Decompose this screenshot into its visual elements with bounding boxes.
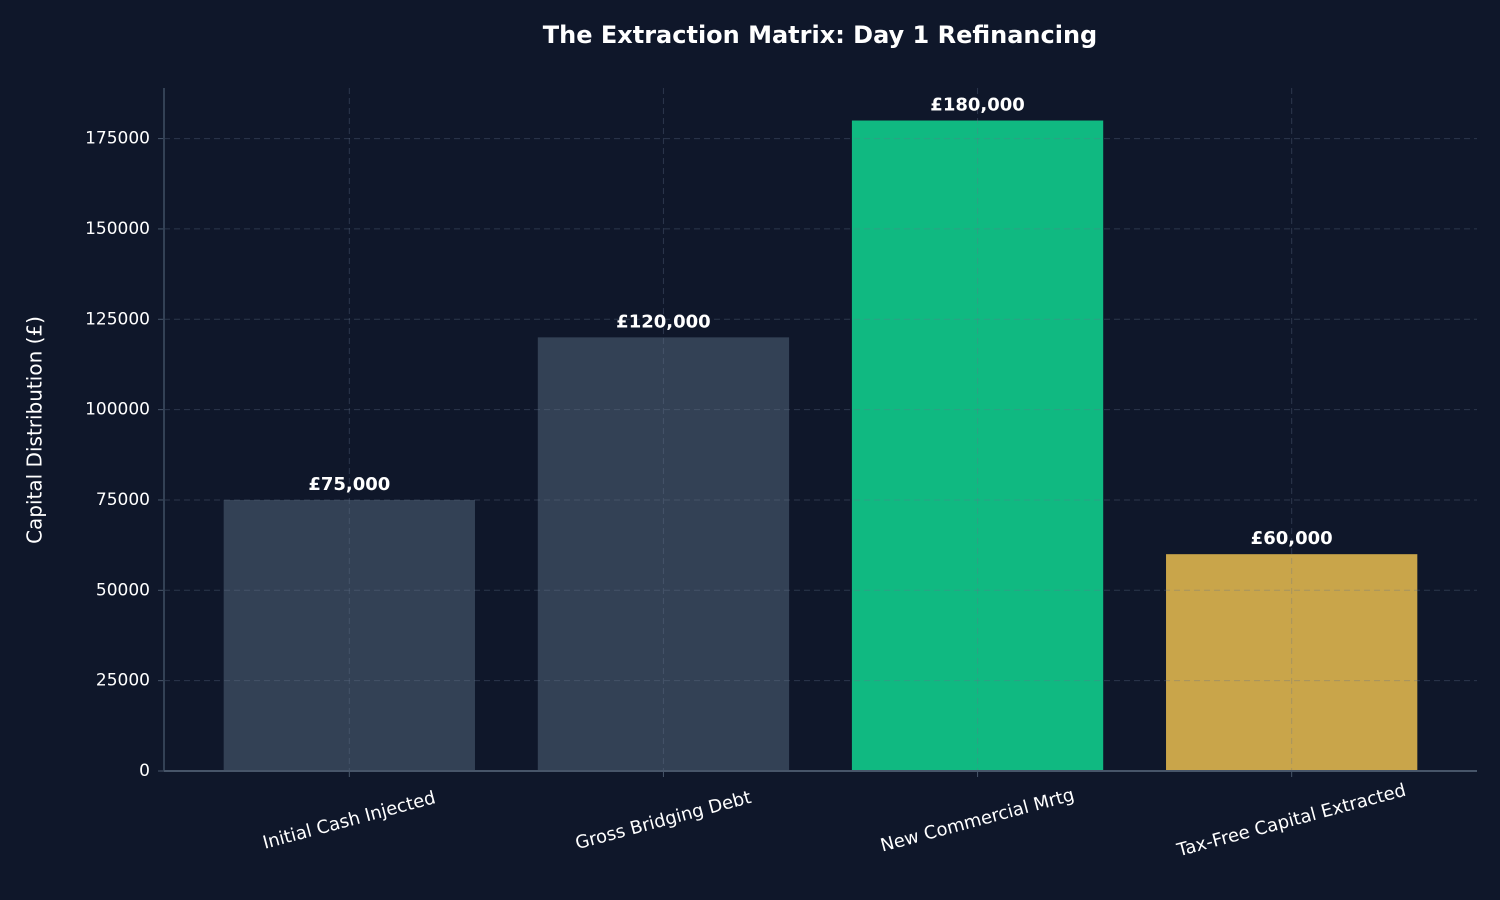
- bar: [537, 337, 790, 771]
- bar: [1166, 554, 1418, 771]
- y-tick-label: 50000: [96, 580, 150, 600]
- y-tick-label: 150000: [85, 219, 150, 239]
- y-tick-label: 125000: [85, 309, 150, 329]
- y-tick-label: 100000: [85, 400, 150, 420]
- bar: [851, 120, 1104, 772]
- y-tick-label: 0: [139, 761, 150, 781]
- value-label: £180,000: [930, 95, 1025, 116]
- chart-title: The Extraction Matrix: Day 1 Refinancing: [543, 21, 1097, 49]
- y-tick-label: 175000: [85, 129, 150, 149]
- y-tick-label: 75000: [96, 490, 150, 510]
- value-label: £75,000: [308, 474, 390, 495]
- y-tick-label: 25000: [96, 671, 150, 691]
- bar: [223, 499, 475, 771]
- value-label: £120,000: [616, 311, 711, 332]
- value-label: £60,000: [1251, 528, 1333, 549]
- y-axis-label: Capital Distribution (£): [23, 316, 47, 544]
